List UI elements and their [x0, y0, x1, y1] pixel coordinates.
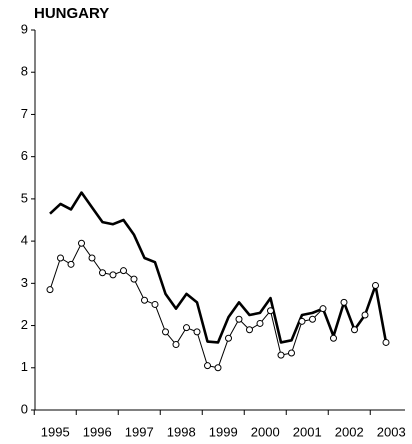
point	[193, 328, 201, 336]
point	[235, 315, 243, 323]
line-series	[49, 191, 388, 344]
point	[172, 341, 180, 349]
point	[46, 286, 54, 294]
point	[130, 275, 138, 283]
chart-title: HUNGARY	[34, 5, 109, 22]
y-tick-label: 4	[21, 233, 28, 248]
point	[267, 307, 274, 315]
point	[256, 319, 264, 327]
x-tick-label: 2001	[293, 424, 322, 439]
point	[78, 239, 85, 247]
point	[109, 271, 117, 279]
y-tick-label: 2	[21, 317, 28, 332]
y-tick-label: 7	[21, 106, 28, 121]
x-tick-label: 1995	[41, 424, 70, 439]
point	[372, 281, 379, 289]
point	[319, 305, 327, 313]
point	[120, 267, 127, 275]
point	[382, 338, 390, 346]
x-tick-label: 1997	[125, 424, 154, 439]
point	[67, 260, 75, 268]
point	[141, 296, 148, 304]
y-tick-label: 9	[21, 21, 28, 36]
point	[288, 349, 295, 357]
point	[340, 298, 348, 306]
point	[361, 311, 369, 319]
x-tick-label: 1999	[209, 424, 238, 439]
y-tick-label: 5	[21, 190, 28, 205]
point	[99, 269, 106, 277]
point	[88, 254, 96, 262]
point	[214, 364, 222, 372]
point	[309, 315, 316, 323]
point	[225, 334, 232, 342]
point	[57, 254, 64, 262]
point	[204, 362, 211, 370]
y-tick-label: 0	[21, 401, 28, 416]
point	[151, 300, 159, 308]
x-tick-label: 2000	[251, 424, 280, 439]
point	[298, 317, 306, 325]
point	[162, 328, 169, 336]
x-tick-label: 2002	[335, 424, 364, 439]
x-tick-label: 1996	[83, 424, 112, 439]
y-tick-label: 8	[21, 64, 28, 79]
point	[246, 326, 253, 334]
point	[330, 334, 337, 342]
y-tick-label: 3	[21, 275, 28, 290]
point	[277, 351, 285, 359]
line-series	[49, 242, 387, 369]
point	[351, 326, 358, 334]
x-tick-label: 2003	[377, 424, 406, 439]
point	[183, 324, 190, 332]
x-tick-label: 1998	[167, 424, 196, 439]
y-tick-label: 6	[21, 148, 28, 163]
y-tick-label: 1	[21, 359, 28, 374]
